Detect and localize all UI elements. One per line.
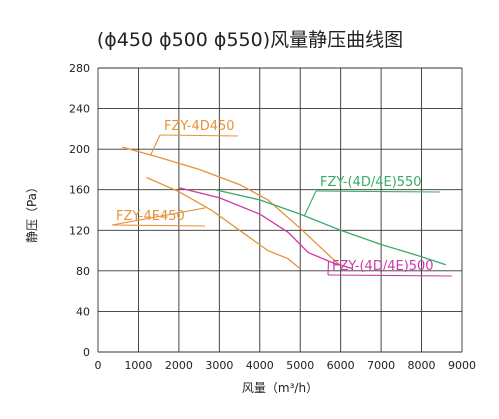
x-tick-label: 0 [95,359,102,372]
x-tick-label: 8000 [408,359,436,372]
x-tick-label: 9000 [448,359,476,372]
series-label: FZY-(4D/4E)500 [332,259,434,274]
label-underline [111,224,206,227]
x-tick-label: 3000 [205,359,233,372]
series-line [178,187,353,270]
y-tick-label: 200 [69,143,90,156]
series-line [215,189,447,266]
tick-labels: 0 1000 2000 3000 4000 5000 6000 7000 8000 9000 0 40… [69,62,476,372]
chart-title: (ϕ450 ϕ500 ϕ550)风量静压曲线图 [97,29,403,51]
y-axis-label: 静压（Pa） [25,181,39,243]
y-tick-label: 160 [69,184,90,197]
y-tick-label: 280 [69,62,90,75]
series-line [122,146,342,267]
x-tick-label: 5000 [286,359,314,372]
x-tick-label: 2000 [165,359,193,372]
series-lines [122,146,447,270]
series-label: FZY-4E450 [116,209,185,224]
y-tick-label: 0 [83,346,90,359]
y-tick-label: 40 [76,305,90,318]
y-tick-label: 80 [76,265,90,278]
x-tick-label: 6000 [327,359,355,372]
x-tick-label: 7000 [367,359,395,372]
leader-line [303,190,317,217]
y-tick-label: 240 [69,103,90,116]
x-tick-label: 1000 [124,359,152,372]
leader-line [150,134,161,156]
label-underline [327,274,453,277]
leader-line [111,207,206,226]
label-underline [159,134,239,137]
series-label: FZY-4D450 [164,119,235,134]
x-tick-label: 4000 [246,359,274,372]
label-underline [315,190,441,193]
leader-line [327,260,330,276]
y-tick-label: 120 [69,224,90,237]
x-axis-label: 风量（m³/h） [242,381,318,395]
series-line [146,176,301,270]
series-label: FZY-(4D/4E)550 [320,175,422,190]
series-labels: FZY-4D450 FZY-4E450 FZY-(4D/4E)550 FZY-(4D/… [111,119,453,277]
grid [97,67,463,353]
